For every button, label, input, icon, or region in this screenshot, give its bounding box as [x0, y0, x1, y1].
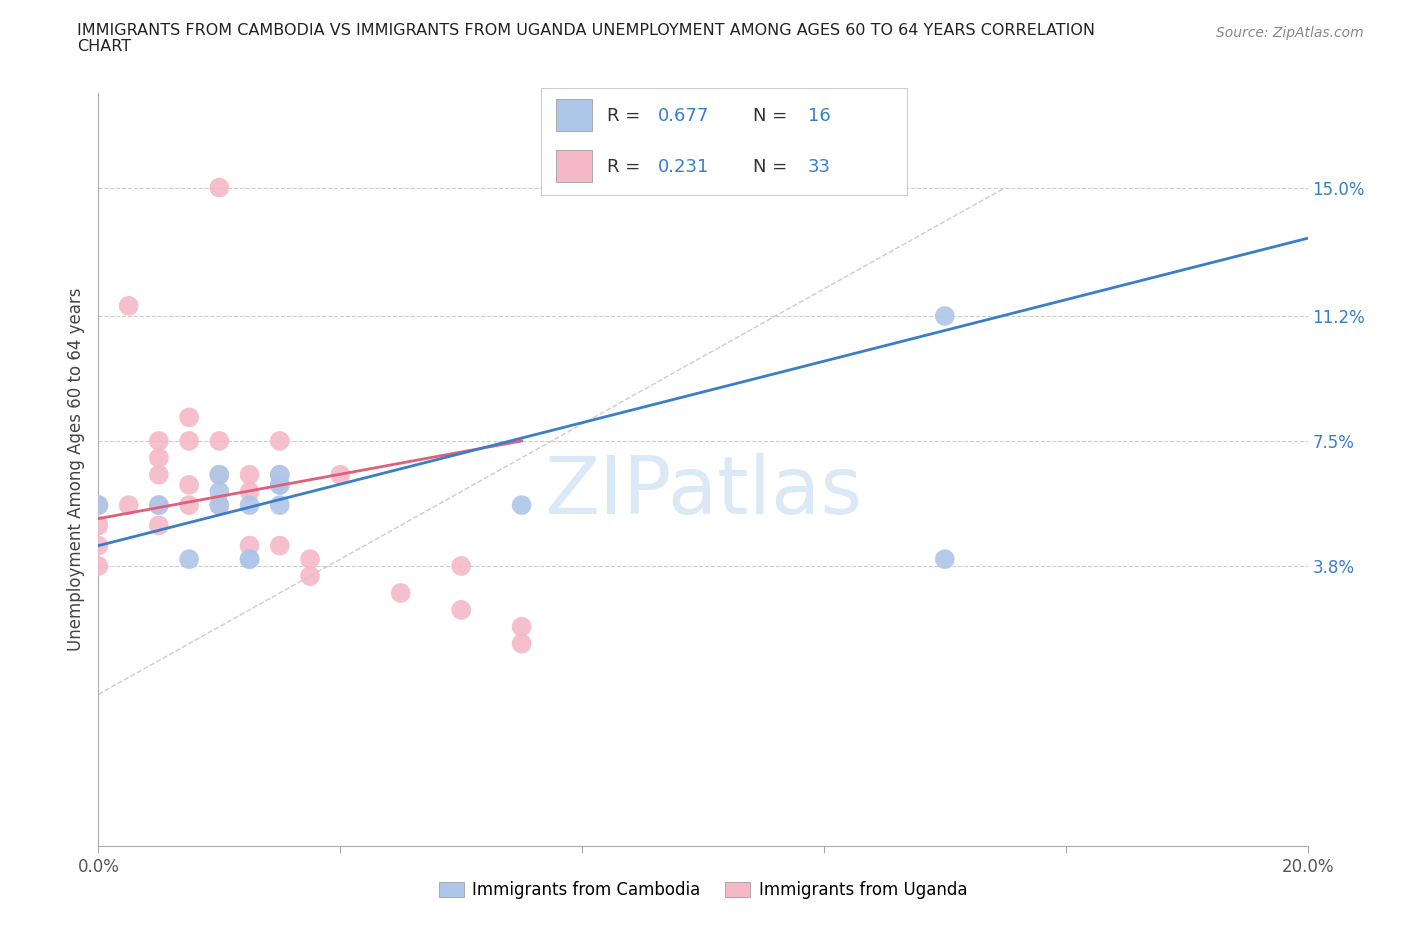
Point [239, 538, 262, 553]
Text: 0.677: 0.677 [658, 107, 710, 125]
Text: ZIPatlas: ZIPatlas [544, 453, 862, 531]
Point [87, 559, 110, 574]
Point [269, 433, 291, 448]
Point [269, 538, 291, 553]
Point [179, 477, 201, 492]
Text: 0.231: 0.231 [658, 158, 710, 176]
Point [269, 477, 291, 492]
Point [269, 498, 291, 512]
Point [148, 433, 170, 448]
Point [510, 636, 533, 651]
Point [208, 467, 231, 482]
Text: CHART: CHART [77, 39, 131, 54]
Point [87, 498, 110, 512]
Point [450, 603, 472, 618]
Point [148, 518, 170, 533]
Y-axis label: Unemployment Among Ages 60 to 64 years: Unemployment Among Ages 60 to 64 years [66, 288, 84, 651]
Point [87, 498, 110, 512]
Text: N =: N = [754, 107, 793, 125]
Point [329, 467, 352, 482]
Point [450, 559, 472, 574]
Text: Source: ZipAtlas.com: Source: ZipAtlas.com [1216, 26, 1364, 40]
Point [299, 551, 322, 566]
Point [239, 498, 262, 512]
Legend: Immigrants from Cambodia, Immigrants from Uganda: Immigrants from Cambodia, Immigrants fro… [432, 874, 974, 906]
Point [269, 467, 291, 482]
Point [239, 551, 262, 566]
Point [148, 467, 170, 482]
Point [934, 309, 956, 324]
Point [934, 551, 956, 566]
Point [208, 433, 231, 448]
Point [179, 410, 201, 425]
Point [208, 498, 231, 512]
Point [208, 467, 231, 482]
Point [269, 477, 291, 492]
Text: R =: R = [607, 158, 647, 176]
Point [148, 498, 170, 512]
Point [148, 498, 170, 512]
Point [510, 498, 533, 512]
Point [87, 538, 110, 553]
Point [118, 299, 141, 313]
Text: 16: 16 [808, 107, 831, 125]
Point [118, 498, 141, 512]
Point [208, 180, 231, 195]
FancyBboxPatch shape [555, 100, 592, 131]
Text: IMMIGRANTS FROM CAMBODIA VS IMMIGRANTS FROM UGANDA UNEMPLOYMENT AMONG AGES 60 TO: IMMIGRANTS FROM CAMBODIA VS IMMIGRANTS F… [77, 23, 1095, 38]
Point [239, 467, 262, 482]
Point [179, 498, 201, 512]
Point [510, 619, 533, 634]
Text: N =: N = [754, 158, 793, 176]
Point [269, 467, 291, 482]
Point [87, 518, 110, 533]
Point [179, 433, 201, 448]
Text: 33: 33 [808, 158, 831, 176]
Point [239, 551, 262, 566]
Point [299, 568, 322, 583]
Point [389, 586, 412, 601]
Point [148, 450, 170, 465]
Point [208, 485, 231, 499]
Point [179, 551, 201, 566]
FancyBboxPatch shape [555, 151, 592, 182]
Text: R =: R = [607, 107, 647, 125]
Point [239, 485, 262, 499]
Point [208, 498, 231, 512]
